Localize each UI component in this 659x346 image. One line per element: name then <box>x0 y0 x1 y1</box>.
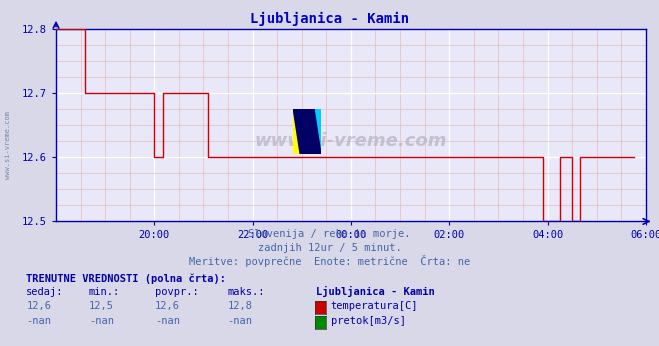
Text: TRENUTNE VREDNOSTI (polna črta):: TRENUTNE VREDNOSTI (polna črta): <box>26 273 226 284</box>
Text: zadnjih 12ur / 5 minut.: zadnjih 12ur / 5 minut. <box>258 243 401 253</box>
Polygon shape <box>293 109 321 154</box>
Text: sedaj:: sedaj: <box>26 287 64 297</box>
Text: 12,8: 12,8 <box>227 301 252 311</box>
Text: Slovenija / reke in morje.: Slovenija / reke in morje. <box>248 229 411 239</box>
Text: Ljubljanica - Kamin: Ljubljanica - Kamin <box>250 12 409 26</box>
Text: -nan: -nan <box>26 316 51 326</box>
Text: Ljubljanica - Kamin: Ljubljanica - Kamin <box>316 286 435 297</box>
Text: temperatura[C]: temperatura[C] <box>331 301 418 311</box>
Text: Meritve: povprečne  Enote: metrične  Črta: ne: Meritve: povprečne Enote: metrične Črta:… <box>189 255 470 267</box>
Text: min.:: min.: <box>89 287 120 297</box>
Text: www.si-vreme.com: www.si-vreme.com <box>5 111 11 179</box>
Text: maks.:: maks.: <box>227 287 265 297</box>
Text: -nan: -nan <box>89 316 114 326</box>
Text: 12,6: 12,6 <box>155 301 180 311</box>
Text: 12,5: 12,5 <box>89 301 114 311</box>
Text: -nan: -nan <box>227 316 252 326</box>
Text: -nan: -nan <box>155 316 180 326</box>
Text: povpr.:: povpr.: <box>155 287 198 297</box>
Bar <box>293 109 307 154</box>
Text: www.si-vreme.com: www.si-vreme.com <box>254 132 447 150</box>
Text: pretok[m3/s]: pretok[m3/s] <box>331 316 406 326</box>
Text: 12,6: 12,6 <box>26 301 51 311</box>
Bar <box>307 109 321 154</box>
